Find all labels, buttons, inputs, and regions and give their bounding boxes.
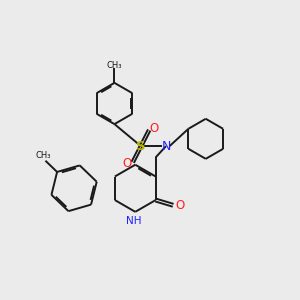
Text: CH₃: CH₃ <box>36 151 51 160</box>
Text: O: O <box>123 157 132 170</box>
Text: O: O <box>175 199 184 212</box>
Text: N: N <box>161 140 171 153</box>
Text: S: S <box>136 140 146 153</box>
Text: O: O <box>150 122 159 135</box>
Text: CH₃: CH₃ <box>107 61 122 70</box>
Text: NH: NH <box>126 216 142 226</box>
